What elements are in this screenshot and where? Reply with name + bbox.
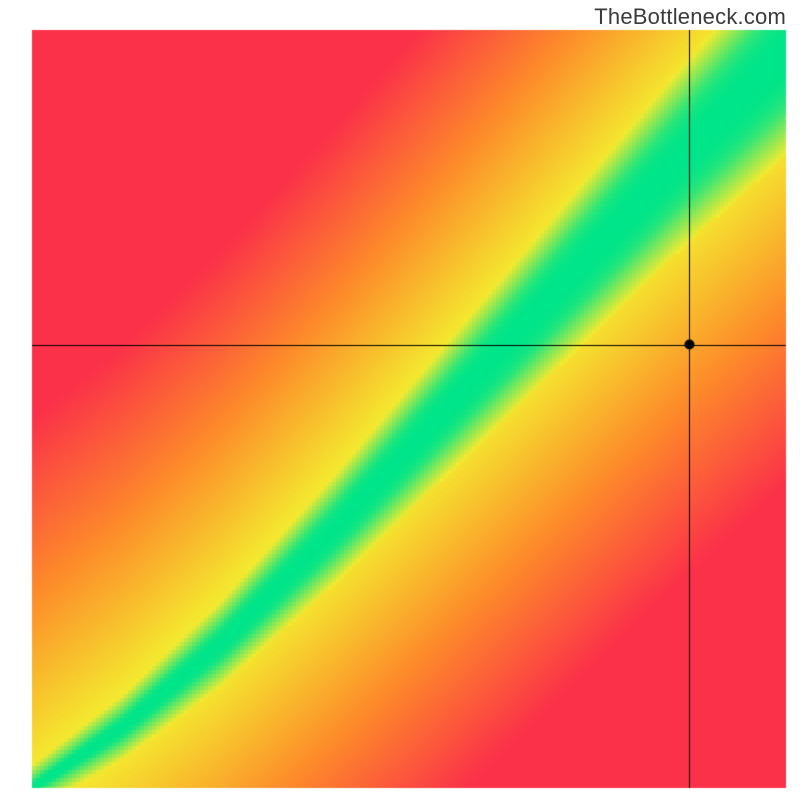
watermark-text: TheBottleneck.com: [594, 4, 786, 30]
bottleneck-heatmap: [0, 0, 800, 800]
chart-root: { "meta": { "watermark": "TheBottleneck.…: [0, 0, 800, 800]
